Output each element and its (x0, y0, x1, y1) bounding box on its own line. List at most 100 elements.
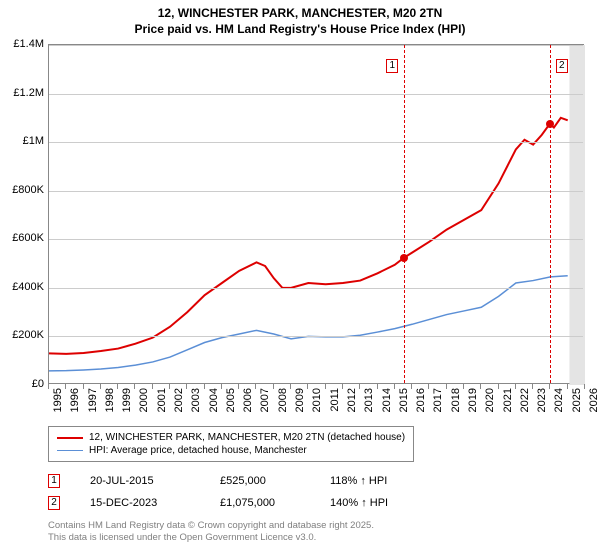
x-tick-mark (48, 384, 49, 389)
x-tick-mark (83, 384, 84, 389)
gridline (49, 336, 583, 337)
sale-marker-box-2: 2 (556, 59, 568, 73)
x-tick-label: 2024 (553, 388, 565, 412)
x-tick-label: 1999 (121, 388, 133, 412)
x-tick-mark (498, 384, 499, 389)
sales-row-2: 2 15-DEC-2023 £1,075,000 140% ↑ HPI (48, 492, 440, 514)
x-tick-mark (186, 384, 187, 389)
x-tick-mark (342, 384, 343, 389)
sales-table: 1 20-JUL-2015 £525,000 118% ↑ HPI 2 15-D… (48, 470, 440, 514)
x-tick-label: 1998 (104, 388, 116, 412)
sales-date-2: 15-DEC-2023 (90, 497, 220, 509)
x-tick-label: 1995 (52, 388, 64, 412)
y-tick-label: £1.4M (13, 38, 44, 50)
gridline (49, 94, 583, 95)
x-tick-mark (549, 384, 550, 389)
x-tick-mark (446, 384, 447, 389)
x-tick-mark (117, 384, 118, 389)
x-tick-mark (428, 384, 429, 389)
x-tick-label: 2023 (536, 388, 548, 412)
gridline (49, 288, 583, 289)
x-tick-mark (325, 384, 326, 389)
x-tick-mark (169, 384, 170, 389)
x-tick-label: 2001 (156, 388, 168, 412)
x-tick-mark (255, 384, 256, 389)
y-tick-label: £400K (12, 281, 44, 293)
x-tick-label: 1997 (87, 388, 99, 412)
x-tick-mark (394, 384, 395, 389)
sale-vline-1 (404, 45, 405, 383)
footer-line-1: Contains HM Land Registry data © Crown c… (48, 520, 374, 532)
x-tick-mark (463, 384, 464, 389)
x-tick-label: 2020 (484, 388, 496, 412)
sales-price-1: £525,000 (220, 475, 330, 487)
y-tick-label: £800K (12, 184, 44, 196)
sales-price-2: £1,075,000 (220, 497, 330, 509)
x-tick-mark (221, 384, 222, 389)
x-tick-label: 2016 (415, 388, 427, 412)
legend-item-property: 12, WINCHESTER PARK, MANCHESTER, M20 2TN… (57, 431, 405, 444)
chart-title: 12, WINCHESTER PARK, MANCHESTER, M20 2TN… (0, 0, 600, 37)
x-tick-label: 2015 (398, 388, 410, 412)
legend-swatch-property (57, 437, 83, 439)
y-tick-label: £1.2M (13, 87, 44, 99)
x-tick-mark (377, 384, 378, 389)
title-line-2: Price paid vs. HM Land Registry's House … (0, 22, 600, 38)
x-tick-label: 2021 (502, 388, 514, 412)
footer-attribution: Contains HM Land Registry data © Crown c… (48, 520, 374, 545)
x-tick-mark (204, 384, 205, 389)
legend-label-hpi: HPI: Average price, detached house, Manc… (89, 445, 307, 456)
x-tick-mark (515, 384, 516, 389)
x-tick-label: 2008 (277, 388, 289, 412)
sale-dot-1 (400, 254, 408, 262)
x-tick-label: 2026 (588, 388, 600, 412)
x-tick-label: 2007 (259, 388, 271, 412)
x-tick-mark (290, 384, 291, 389)
gridline (49, 142, 583, 143)
y-tick-label: £0 (32, 378, 44, 390)
x-tick-mark (152, 384, 153, 389)
chart-lines-svg (49, 45, 583, 383)
sales-marker-1: 1 (48, 474, 60, 488)
chart-plot-area: 12 (48, 44, 584, 384)
legend: 12, WINCHESTER PARK, MANCHESTER, M20 2TN… (48, 426, 414, 462)
x-tick-mark (134, 384, 135, 389)
x-tick-label: 2017 (432, 388, 444, 412)
x-tick-label: 2005 (225, 388, 237, 412)
sales-pct-2: 140% ↑ HPI (330, 497, 440, 509)
gridline (49, 239, 583, 240)
x-tick-label: 2004 (208, 388, 220, 412)
x-tick-label: 2010 (311, 388, 323, 412)
x-tick-label: 2000 (138, 388, 150, 412)
x-tick-mark (238, 384, 239, 389)
legend-item-hpi: HPI: Average price, detached house, Manc… (57, 444, 405, 457)
y-tick-label: £1M (23, 135, 44, 147)
sales-pct-1: 118% ↑ HPI (330, 475, 440, 487)
sales-marker-2: 2 (48, 496, 60, 510)
x-tick-label: 2025 (571, 388, 583, 412)
x-tick-label: 2018 (450, 388, 462, 412)
gridline (49, 45, 583, 46)
x-tick-mark (100, 384, 101, 389)
x-tick-mark (411, 384, 412, 389)
x-tick-mark (65, 384, 66, 389)
x-tick-mark (307, 384, 308, 389)
x-tick-label: 2002 (173, 388, 185, 412)
x-tick-label: 2022 (519, 388, 531, 412)
x-tick-label: 2011 (329, 388, 341, 412)
sale-marker-box-1: 1 (386, 59, 398, 73)
y-tick-label: £600K (12, 232, 44, 244)
sale-vline-2 (550, 45, 551, 383)
x-tick-label: 2006 (242, 388, 254, 412)
legend-label-property: 12, WINCHESTER PARK, MANCHESTER, M20 2TN… (89, 432, 405, 443)
x-tick-mark (532, 384, 533, 389)
x-tick-mark (480, 384, 481, 389)
series-line-hpi (49, 276, 568, 371)
x-tick-mark (584, 384, 585, 389)
sales-date-1: 20-JUL-2015 (90, 475, 220, 487)
x-tick-label: 2013 (363, 388, 375, 412)
footer-line-2: This data is licensed under the Open Gov… (48, 532, 374, 544)
x-tick-label: 2003 (190, 388, 202, 412)
x-tick-mark (273, 384, 274, 389)
x-tick-mark (567, 384, 568, 389)
